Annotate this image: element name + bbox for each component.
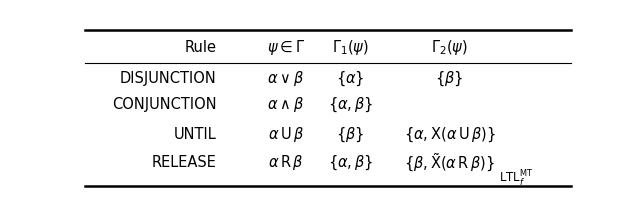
Text: $\mathrm{LTL}_f^{\mathrm{MT}}$: $\mathrm{LTL}_f^{\mathrm{MT}}$ xyxy=(499,169,534,189)
Text: $\alpha\, \mathrm{U}\, \beta$: $\alpha\, \mathrm{U}\, \beta$ xyxy=(268,125,304,144)
Text: $\alpha \wedge \beta$: $\alpha \wedge \beta$ xyxy=(268,95,304,114)
Text: $\{\beta\}$: $\{\beta\}$ xyxy=(435,69,463,88)
Text: $\{\alpha, \mathrm{X}(\alpha\, \mathrm{U}\, \beta)\}$: $\{\alpha, \mathrm{X}(\alpha\, \mathrm{U… xyxy=(404,125,495,144)
Text: $\Gamma_2(\psi)$: $\Gamma_2(\psi)$ xyxy=(431,38,468,56)
Text: $\psi \in \Gamma$: $\psi \in \Gamma$ xyxy=(267,38,305,56)
Text: $\{\beta, \tilde{\mathrm{X}}(\alpha\, \mathrm{R}\, \beta)\}$: $\{\beta, \tilde{\mathrm{X}}(\alpha\, \m… xyxy=(404,151,495,174)
Text: UNTIL: UNTIL xyxy=(173,127,216,142)
Text: RELEASE: RELEASE xyxy=(152,155,216,170)
Text: $\{\alpha, \beta\}$: $\{\alpha, \beta\}$ xyxy=(328,153,373,172)
Text: $\{\alpha, \beta\}$: $\{\alpha, \beta\}$ xyxy=(328,96,373,114)
Text: $\Gamma_1(\psi)$: $\Gamma_1(\psi)$ xyxy=(332,38,369,56)
Text: DISJUNCTION: DISJUNCTION xyxy=(120,71,216,86)
Text: $\{\alpha\}$: $\{\alpha\}$ xyxy=(336,69,365,88)
Text: $\alpha \vee \beta$: $\alpha \vee \beta$ xyxy=(268,69,304,88)
Text: Rule: Rule xyxy=(184,40,216,55)
Text: $\{\beta\}$: $\{\beta\}$ xyxy=(336,125,364,144)
Text: CONJUNCTION: CONJUNCTION xyxy=(112,97,216,112)
Text: $\alpha\, \mathrm{R}\, \beta$: $\alpha\, \mathrm{R}\, \beta$ xyxy=(268,153,303,172)
